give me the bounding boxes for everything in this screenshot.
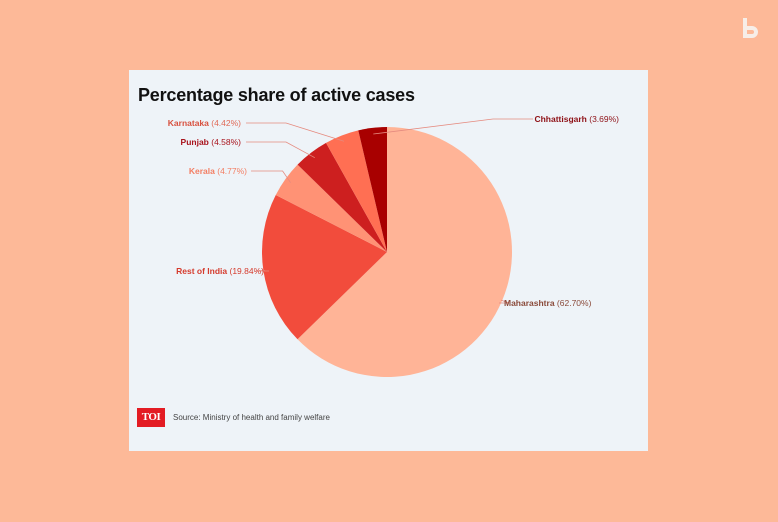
pie-slice-rest-of-india <box>262 194 387 340</box>
pie-slice-punjab <box>297 142 387 252</box>
data-label-chhattisgarh: Chhattisgarh (3.69%) <box>534 114 619 124</box>
leader-line-kerala <box>251 170 291 183</box>
leader-line-punjab <box>246 141 315 159</box>
data-label-rest-of-india: Rest of India (19.84%) <box>176 266 264 276</box>
leader-line-chhattisgarh <box>373 118 533 135</box>
data-label-kerala: Kerala (4.77%) <box>189 166 247 176</box>
pie-slice-chhattisgarh <box>358 127 387 252</box>
leader-line-rest-of-india <box>256 270 269 272</box>
toi-logo: TOI <box>137 407 165 427</box>
data-label-punjab: Punjab (4.58%) <box>181 137 242 147</box>
leader-line-karnataka <box>246 122 345 142</box>
chart-card: Percentage share of active cases Maharas… <box>129 70 648 451</box>
leader-line-maharashtra <box>499 299 510 304</box>
pie-slice-maharashtra <box>297 127 513 377</box>
data-label-maharashtra: Maharashtra (62.70%) <box>504 298 592 308</box>
pie-slice-kerala <box>275 164 387 252</box>
pie-slice-karnataka <box>326 130 387 252</box>
pie-chart: Maharashtra (62.70%) Rest of India (19.84… <box>168 114 619 377</box>
data-label-karnataka: Karnataka (4.42%) <box>168 118 241 128</box>
chart-title: Percentage share of active cases <box>138 85 415 105</box>
b-logo-icon <box>743 18 758 38</box>
source-text: Source: Ministry of health and family we… <box>173 412 330 422</box>
source-row: TOI Source: Ministry of health and famil… <box>137 406 330 428</box>
